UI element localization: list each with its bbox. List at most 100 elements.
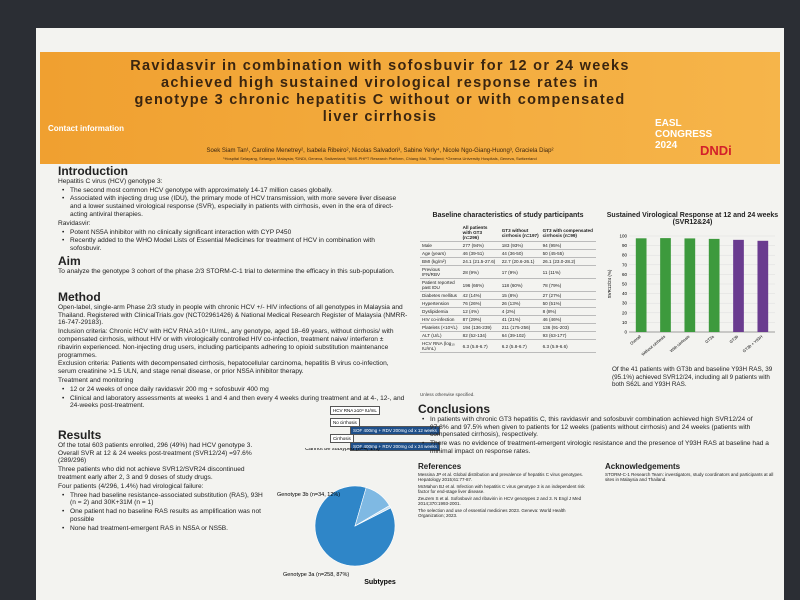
- table-row: Age (years) 46 (39-51) 44 (36-50) 50 (45-55…: [420, 249, 596, 258]
- paragraph: Three patients who did not achieve SVR12…: [58, 466, 245, 481]
- table-header-cell: GT3 with compensated cirrhosis (n=99): [540, 224, 596, 242]
- table-cell: 211 (175-256): [499, 323, 541, 332]
- table-cell: 6.3 (5.9-6.6): [540, 339, 596, 353]
- table-cell: 94 (95%): [540, 241, 596, 250]
- table-cell: 6.2 (5.8-6.7): [499, 339, 541, 353]
- pie-chart: Genotype 3a (n=258, 87%) Genotype 3b (n=3…: [277, 448, 396, 586]
- paragraph: Treatment and monitoring: [58, 376, 134, 384]
- table-cell: Male: [420, 241, 461, 250]
- bullet-item: There was no evidence of treatment-emerg…: [418, 440, 773, 456]
- bullet-item: Recently added to the WHO Model Lists of…: [58, 237, 408, 253]
- table-cell: Hypertension: [420, 299, 461, 308]
- bar: [733, 239, 744, 332]
- table-cell: 41 (21%): [499, 315, 541, 324]
- table-cell: 17 (9%): [499, 265, 541, 279]
- pie-slice: [354, 505, 392, 527]
- section-heading: References: [418, 462, 462, 471]
- bar: [684, 238, 696, 332]
- table-cell: 50 (45-55): [540, 249, 596, 258]
- bullet-item: 12 or 24 weeks of once daily ravidasvir …: [58, 386, 408, 394]
- table-cell: 8 (8%): [540, 307, 596, 316]
- y-tick-label: 0: [624, 330, 627, 335]
- paragraph: STORM-C-1 Research Team: investigators, …: [605, 471, 774, 483]
- paragraph: Ravidasvir:: [58, 219, 91, 227]
- table-row: Male 277 (94%) 183 (93%) 94 (95%): [420, 241, 596, 250]
- table-cell: 87 (29%): [460, 315, 500, 324]
- bullet-item: One patient had no baseline RAS results …: [58, 508, 268, 524]
- table-cell: 11 (11%): [540, 265, 596, 279]
- y-tick-label: 10: [622, 320, 628, 325]
- y-tick-label: 90: [622, 243, 628, 248]
- table-cell: 64 (39-102): [499, 331, 541, 340]
- bar: [708, 238, 720, 332]
- table-header-cell: [420, 224, 461, 242]
- table-row: BMI (kg/m²) 24.1 (21.5-27.6) 22.7 (20.6-26…: [420, 257, 596, 266]
- conclusions: ConclusionsIn patients with chronic GT3 …: [418, 402, 773, 457]
- section-heading: Introduction: [58, 164, 128, 178]
- table-cell: Platelets (×10⁹/L): [420, 323, 461, 332]
- table-cell: 194 (136-239): [460, 323, 500, 332]
- affiliations: ¹Hospital Selayang, Selangor, Malaysia; …: [223, 156, 537, 161]
- bar-chart: SVR12/24 (%) 0 10 20 30 40 50 60 70 80 90 100 Overal…: [607, 234, 775, 357]
- table-header-cell: All patients with GT3 (n=296): [460, 224, 500, 242]
- paragraph: Four patients (4/296, 1.4%) had virologi…: [58, 482, 204, 490]
- table-cell: 183 (93%): [499, 241, 541, 250]
- x-tick-label: Without cirrhosis: [640, 334, 666, 357]
- y-tick-label: 80: [622, 253, 628, 258]
- table-cell: 44 (36-50): [499, 249, 541, 258]
- table-cell: 26 (13%): [499, 299, 541, 308]
- bullet-item: Three had baseline resistance-associated…: [58, 492, 268, 508]
- section-heading: Conclusions: [418, 402, 491, 416]
- flow-box: No cirrhosis: [330, 418, 360, 427]
- table-cell: HIV co-infection: [420, 315, 461, 324]
- table-cell: 46 (39-51): [460, 249, 500, 258]
- table-row: Hypertension 76 (26%) 26 (13%) 50 (51%): [420, 299, 596, 308]
- table-cell: 6.3 (5.8-6.7): [460, 339, 500, 353]
- logo: DNDi: [700, 143, 732, 158]
- y-tick-label: 20: [622, 310, 628, 315]
- bullet-item: The second most common HCV genotype with…: [58, 187, 408, 195]
- table-cell: Diabetes mellitus: [420, 291, 461, 300]
- y-tick-label: 40: [622, 291, 628, 296]
- table-cell: 277 (94%): [460, 241, 500, 250]
- table-cell: 22.7 (20.6-26.1): [499, 257, 541, 266]
- bullet-item: In patients with chronic GT3 hepatitis C…: [418, 416, 773, 439]
- method: Method Open-label, single-arm Phase 2/3 s…: [58, 291, 408, 411]
- table-header-cell: GT3 without cirrhosis (n=197): [499, 224, 541, 242]
- table-row: Dyslipidemia 12 (4%) 4 (2%) 8 (8%): [420, 307, 596, 316]
- bullet-item: Potent NS5A inhibitor with no clinically…: [58, 229, 408, 237]
- acknowledgements: Acknowledgements STORM-C-1 Research Team:…: [605, 462, 775, 484]
- contact-heading: Contact information: [48, 124, 124, 133]
- table-row: Platelets (×10⁹/L) 194 (136-239) 211 (175-…: [420, 323, 596, 332]
- baseline-table: All patients with GT3 (n=296) GT3 without…: [420, 224, 596, 353]
- table-cell: ALT (U/L): [420, 331, 461, 340]
- x-tick-label: GT3b: [728, 333, 739, 344]
- table-row: Previous IFN/RBV 28 (9%) 17 (9%) 11 (11%): [420, 265, 596, 279]
- table-cell: BMI (kg/m²): [420, 257, 461, 266]
- y-tick-label: 70: [622, 262, 628, 267]
- poster-title: Ravidasvir in combination with sofosbuvi…: [130, 58, 630, 125]
- flow-box: HCV RNA ≥10⁴ IU/mL: [330, 406, 380, 415]
- table-cell: 136 (91-203): [540, 323, 596, 332]
- table-cell: 42 (14%): [460, 291, 500, 300]
- table-cell: 12 (4%): [460, 307, 500, 316]
- bullet-item: Associated with injecting drug use (IDU)…: [58, 195, 408, 218]
- paragraph: Messina JP et al. Global distribution an…: [418, 471, 584, 483]
- introduction: Introduction Hepatitis C virus (HCV) geno…: [58, 164, 408, 254]
- table-row: ALT (U/L) 82 (52-134) 64 (39-102) 93 (63-17…: [420, 331, 596, 340]
- table-header-row: All patients with GT3 (n=296) GT3 without…: [420, 224, 596, 242]
- slice-label: Cannot be subtyped (n=4, 1%): [305, 448, 380, 452]
- banner: [40, 52, 780, 164]
- flow-box: Cirrhosis: [330, 434, 354, 443]
- paragraph: Zeuzem S et al. Sofosbuvir and ribavirin…: [418, 495, 582, 507]
- table-footnote: Unless otherwise specified.: [420, 392, 475, 397]
- table-cell: 196 (66%): [460, 278, 500, 292]
- bar: [660, 238, 671, 332]
- aim: Aim To analyze the genotype 3 cohort of t…: [58, 255, 408, 277]
- table-cell: Dyslipidemia: [420, 307, 461, 316]
- x-tick-label: With cirrhosis: [669, 334, 691, 353]
- table-cell: 50 (51%): [540, 299, 596, 308]
- y-tick-label: 60: [622, 272, 628, 277]
- bullet-item: Clinical and laboratory assessments at w…: [58, 395, 408, 411]
- paragraph: McMahon BJ et al. Infection with hepatit…: [418, 483, 585, 495]
